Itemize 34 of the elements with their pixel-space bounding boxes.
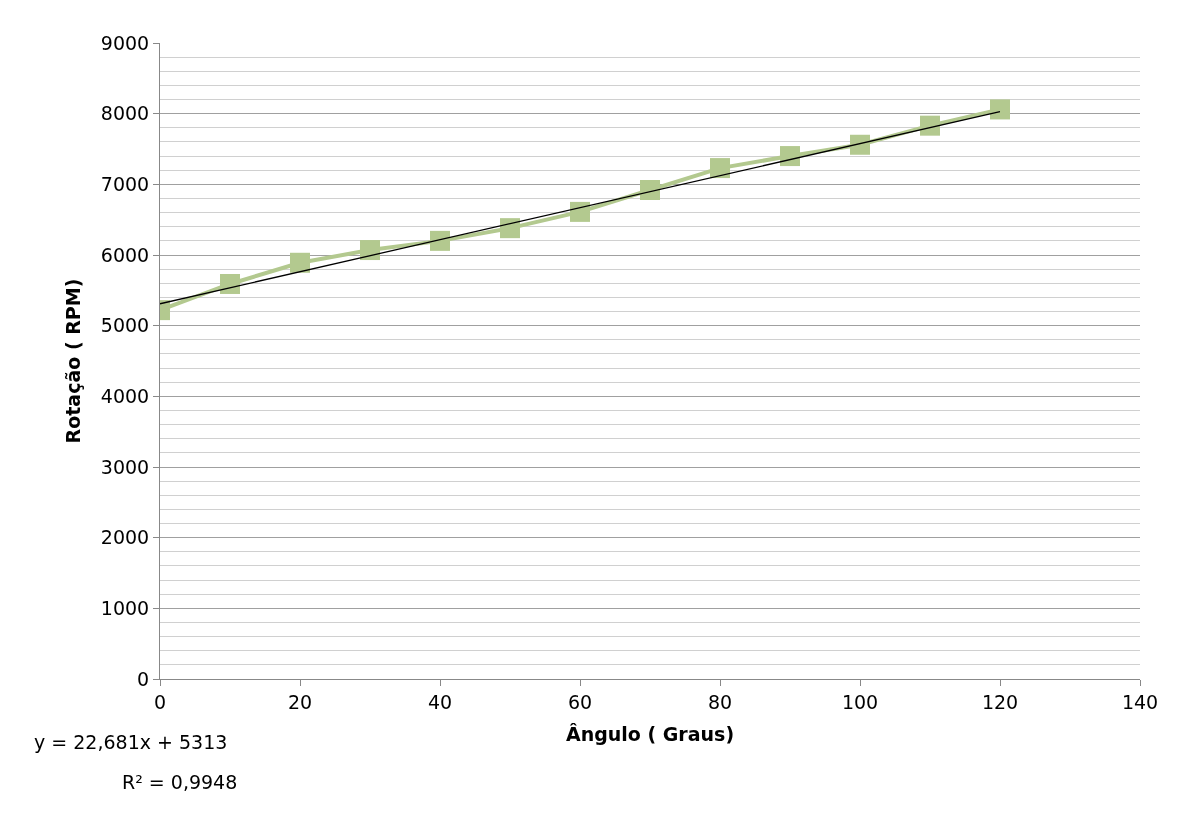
y-tick-label: 1000 — [100, 596, 150, 619]
y-tick-label: 5000 — [100, 314, 150, 337]
y-tick-label: 2000 — [100, 526, 150, 549]
point — [290, 252, 310, 273]
x-tick-label: 120 — [981, 690, 1019, 713]
x-tick-label: 40 — [427, 690, 453, 713]
y-tick-label: 3000 — [100, 455, 150, 478]
point — [500, 218, 520, 239]
point — [640, 179, 660, 200]
text: y = 22,681x + 5313 — [34, 731, 228, 753]
x-tick-label: 100 — [841, 690, 879, 713]
x-axis-title: Ângulo ( Graus) — [565, 722, 735, 745]
x-tick-label: 80 — [707, 690, 733, 713]
point — [360, 240, 380, 261]
x-tick-label: 0 — [153, 690, 167, 713]
point — [570, 201, 590, 222]
y-tick-label: 0 — [137, 667, 150, 690]
point — [850, 134, 870, 155]
point — [990, 99, 1010, 120]
text: R² = 0,9948 — [122, 771, 238, 793]
x-tick-label: 140 — [1121, 690, 1159, 713]
point — [220, 273, 240, 294]
y-tick-label: 7000 — [100, 172, 150, 195]
y-tick-label: 9000 — [100, 31, 150, 54]
y-tick-label: 6000 — [100, 243, 150, 266]
y-tick-label: 4000 — [100, 384, 150, 407]
point — [780, 146, 800, 167]
y-tick-label: 8000 — [100, 102, 150, 125]
point — [920, 115, 940, 136]
point — [430, 230, 450, 251]
x-tick-label: 60 — [567, 690, 593, 713]
x-tick-label: 20 — [287, 690, 313, 713]
y-axis-title: Rotação ( RPM) — [61, 278, 84, 444]
point — [710, 158, 730, 179]
